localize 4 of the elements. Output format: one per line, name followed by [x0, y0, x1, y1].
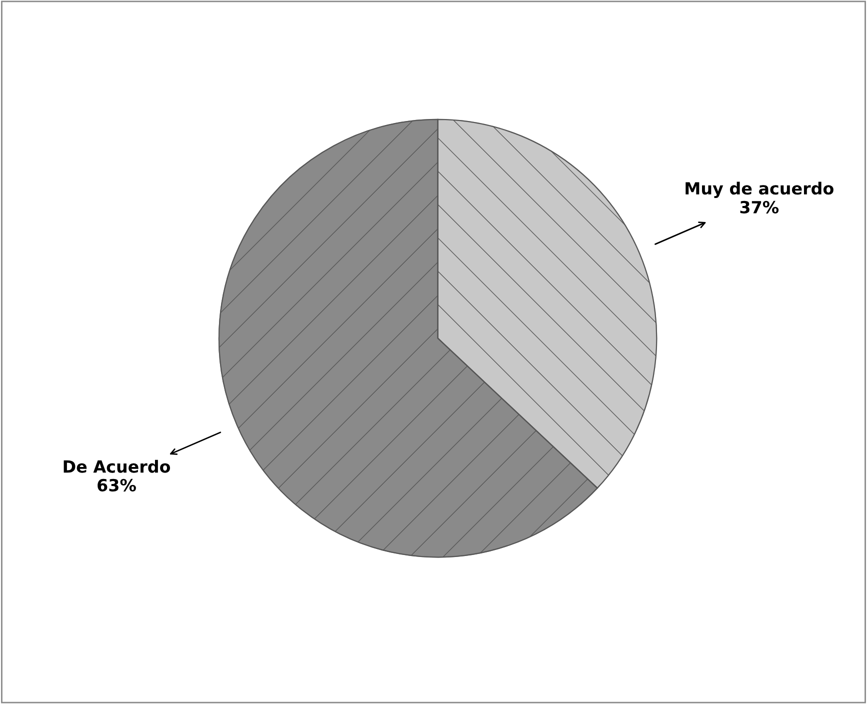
slice-label: Muy de acuerdo — [686, 182, 834, 198]
data-label: 37% — [740, 200, 779, 214]
data-label: 63% — [98, 478, 136, 492]
slice-label: De Acuerdo — [64, 460, 170, 473]
